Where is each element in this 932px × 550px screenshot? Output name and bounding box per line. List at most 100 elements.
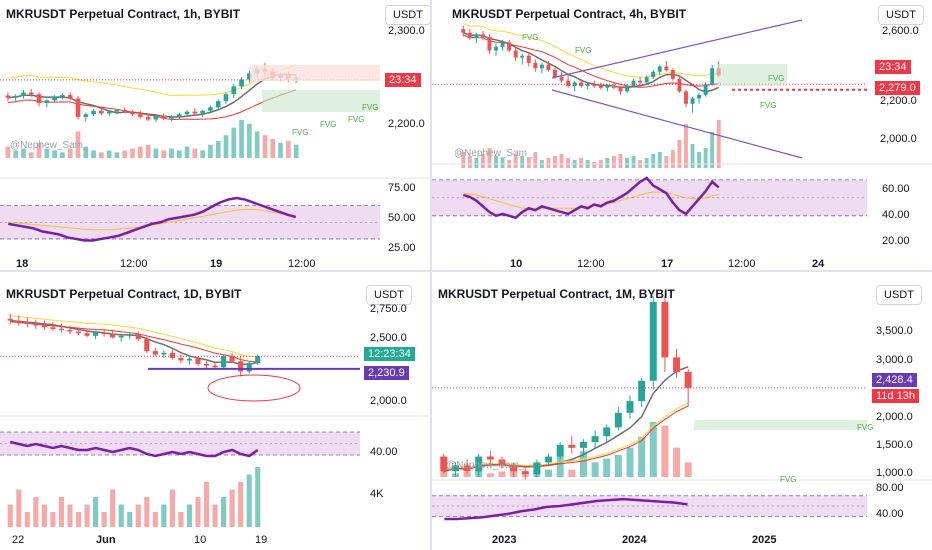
candle-body <box>247 73 252 80</box>
volume-bar <box>24 512 30 527</box>
ma-slow-line <box>10 321 258 363</box>
volume-bar <box>21 148 26 158</box>
candle-body <box>145 116 151 120</box>
fvg-label: FVG <box>780 475 797 484</box>
volume-bar <box>16 489 22 527</box>
candle-body <box>118 335 124 338</box>
rsi-line <box>8 196 297 242</box>
volume-bar <box>670 150 675 168</box>
rsi-axis-label: 40.00 <box>370 446 398 458</box>
volume-bar <box>221 497 227 527</box>
candle-body <box>137 114 143 117</box>
volume-bar <box>215 140 221 158</box>
volume-bar <box>467 156 472 168</box>
candle-body <box>24 322 30 324</box>
price-axis-label: 3,000.0 <box>876 354 913 366</box>
volume-bar <box>498 471 506 477</box>
fvg-label: FVG <box>292 128 309 137</box>
candle-body <box>463 465 471 472</box>
volume-bar <box>494 156 498 168</box>
candle-body <box>498 459 506 466</box>
volume-bar <box>270 139 276 158</box>
candle-body <box>169 352 175 358</box>
candle-body <box>215 101 221 108</box>
volume-bar <box>568 469 576 477</box>
price-tag-time: 11d 13h <box>872 389 919 403</box>
chart-pane-1d[interactable]: MKRUSDT Perpetual Contract, 1D, BYBIT US… <box>0 272 430 550</box>
volume-bar <box>152 512 158 527</box>
candle-body <box>122 109 128 113</box>
currency-button[interactable]: USDT <box>878 5 924 25</box>
candle-body <box>223 94 229 102</box>
volume-bar <box>169 148 174 158</box>
fvg-zone <box>694 420 867 430</box>
price-axis-label: 2,000.0 <box>880 133 917 145</box>
candle-body <box>591 436 599 442</box>
rsi-line <box>462 176 720 220</box>
candle-body <box>487 37 492 51</box>
chart-pane-4h[interactable]: MKRUSDT Perpetual Contract, 4h, BYBIT US… <box>432 0 932 270</box>
candle-body <box>585 84 590 86</box>
watermark: @Nephew_Sam_ <box>454 148 533 159</box>
fvg-label: FVG <box>857 423 874 432</box>
volume-bar <box>486 473 494 477</box>
wedge-lower-line <box>551 89 803 159</box>
candle-body <box>144 339 150 352</box>
candle-body <box>684 372 692 388</box>
volume-bar <box>41 504 47 527</box>
chart-canvas-4h[interactable] <box>432 0 932 270</box>
chart-pane-1h[interactable]: MKRUSDT Perpetual Contract, 1h, BYBIT US… <box>0 0 430 270</box>
fvg-label: FVG <box>522 33 539 42</box>
volume-bar <box>145 144 151 158</box>
candle-body <box>697 94 702 99</box>
price-tag-time: 12:23:34 <box>364 347 415 361</box>
volume-bar <box>500 158 505 168</box>
currency-button[interactable]: USDT <box>366 285 412 305</box>
candle-body <box>546 64 551 70</box>
volume-bar <box>67 148 73 158</box>
ma-slow-line <box>443 405 689 472</box>
currency-button[interactable]: USDT <box>876 285 922 305</box>
volume-bar <box>7 504 13 527</box>
candle-body <box>229 356 235 362</box>
candle-body <box>67 329 73 332</box>
volume-bar <box>200 150 205 158</box>
candle-body <box>169 116 174 119</box>
volume-bar <box>631 156 636 168</box>
candle-body <box>16 320 22 323</box>
candle-body <box>176 114 182 117</box>
volume-bar <box>176 150 182 158</box>
rsi-axis-label: 40.00 <box>882 209 910 221</box>
price-axis-label: 1,500.0 <box>876 439 913 451</box>
candle-body <box>480 34 485 38</box>
candle-body <box>67 95 73 99</box>
candle-body <box>110 334 116 338</box>
volume-bar <box>60 152 65 158</box>
volume-bar <box>184 146 190 158</box>
volume-bar <box>169 489 175 527</box>
watermark: @Nephew_Sam_ <box>10 140 89 151</box>
volume-bar <box>239 120 244 158</box>
candle-body <box>500 42 505 47</box>
volume-bar <box>231 127 237 158</box>
volume-bar <box>101 512 107 527</box>
chart-canvas-1m[interactable] <box>432 272 932 550</box>
ma-slow-line <box>7 89 297 121</box>
volume-bar <box>461 152 466 168</box>
time-axis-label: 24 <box>812 258 825 270</box>
fvg-zone <box>250 65 380 81</box>
candle-body <box>13 95 19 98</box>
chart-canvas-1h[interactable] <box>0 0 430 270</box>
volume-bar <box>195 497 201 527</box>
candle-body <box>677 78 682 92</box>
currency-button[interactable]: USDT <box>385 5 430 25</box>
chart-canvas-1d[interactable] <box>0 272 430 550</box>
chart-pane-1m[interactable]: MKRUSDT Perpetual Contract, 1M, BYBIT US… <box>432 272 932 550</box>
volume-bar <box>545 469 553 477</box>
volume-bar <box>463 471 471 477</box>
time-axis-label: 2024 <box>622 534 647 546</box>
candle-body <box>239 79 244 87</box>
price-tag-level: 2,279.0 <box>875 81 920 95</box>
highlight-ellipse <box>207 374 301 402</box>
volume-bar <box>91 150 96 158</box>
